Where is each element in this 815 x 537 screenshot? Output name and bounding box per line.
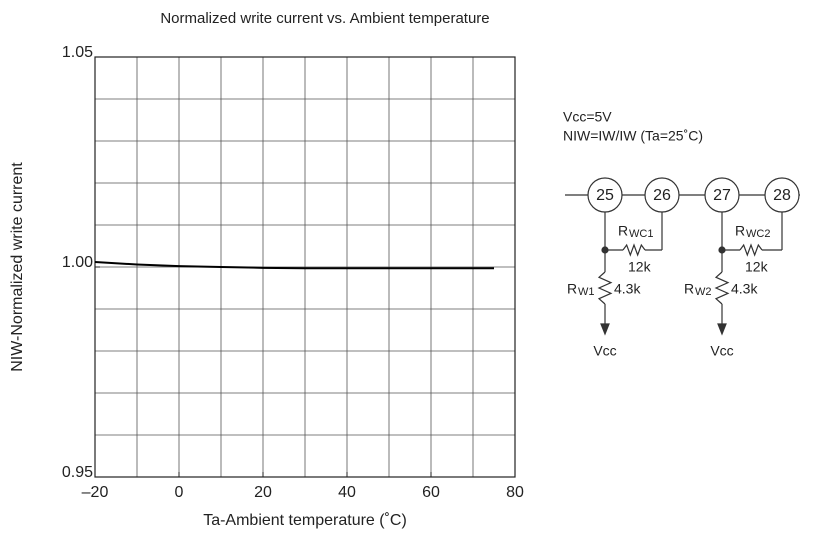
resistor-sub: W2 (695, 286, 712, 298)
resistor-value: 4.3k (614, 281, 641, 297)
x-tick-label: –20 (82, 484, 109, 501)
resistor-name: R (684, 281, 694, 297)
resistor-sub: WC2 (746, 228, 770, 240)
y-tick-label: 1.00 (62, 254, 93, 271)
arrow (717, 323, 727, 336)
chart-title: Normalized write current vs. Ambient tem… (160, 10, 489, 27)
x-tick-label: 0 (175, 484, 184, 501)
x-axis-label: Ta-Ambient temperature (˚C) (203, 512, 407, 529)
resistor-sub: W1 (578, 286, 595, 298)
x-tick-label: 40 (338, 484, 356, 501)
x-tick-label: 80 (506, 484, 524, 501)
pin-label: 27 (713, 187, 731, 204)
arrow (600, 323, 610, 336)
resistor (597, 271, 613, 305)
pin-label: 26 (653, 187, 671, 204)
line-series (94, 260, 494, 270)
resistor-name: R (567, 281, 577, 297)
resistor (714, 271, 730, 305)
annotation: NIW=IW/IW (Ta=25˚C) (563, 128, 703, 144)
pin-label: 28 (773, 187, 791, 204)
resistor-sub: WC1 (629, 228, 653, 240)
circuit (565, 177, 800, 336)
y-tick-label: 1.05 (62, 44, 93, 61)
resistor-value: 4.3k (731, 281, 758, 297)
x-tick-label: 20 (254, 484, 272, 501)
resistor-value: 12k (628, 259, 652, 275)
resistor (739, 243, 763, 257)
y-tick-label: 0.95 (62, 464, 93, 481)
resistor (622, 243, 646, 257)
annotation: Vcc=5V (563, 109, 612, 125)
resistor-name: R (618, 223, 628, 239)
pin-label: 25 (596, 187, 614, 204)
x-tick-label: 60 (422, 484, 440, 501)
supply-label: Vcc (710, 343, 733, 359)
supply-label: Vcc (593, 343, 616, 359)
resistor-value: 12k (745, 259, 769, 275)
y-axis-label: NIW-Normalized write current (9, 162, 26, 372)
resistor-name: R (735, 223, 745, 239)
